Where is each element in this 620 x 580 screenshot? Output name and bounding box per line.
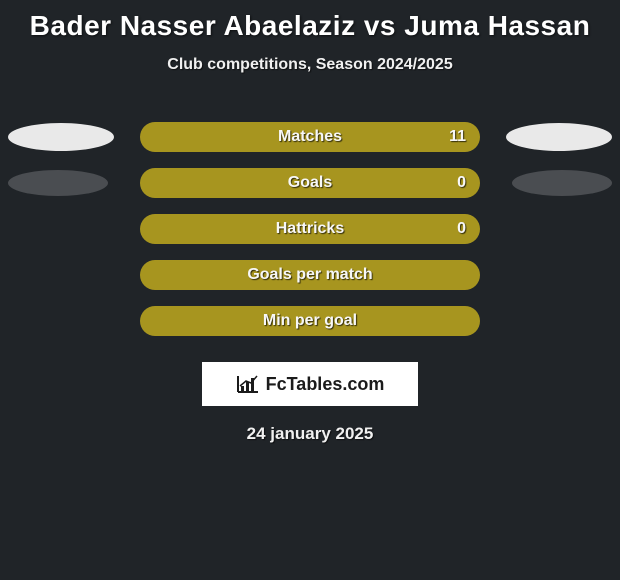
side-ellipse (506, 123, 612, 151)
stat-value: 0 (457, 174, 466, 192)
side-ellipse (8, 123, 114, 151)
stat-label: Matches (278, 128, 342, 146)
bar-chart-icon (236, 374, 260, 394)
stat-row: Hattricks 0 (0, 206, 620, 252)
stat-bar: Hattricks 0 (140, 214, 480, 244)
stat-rows: Matches 11 Goals 0 Hattricks 0 Goals per match… (0, 114, 620, 344)
stat-bar: Matches 11 (140, 122, 480, 152)
stat-value: 11 (449, 128, 466, 146)
stat-value: 0 (457, 220, 466, 238)
brand-box: FcTables.com (202, 362, 418, 406)
stat-row: Matches 11 (0, 114, 620, 160)
side-ellipse (8, 170, 108, 196)
stat-row: Goals per match (0, 252, 620, 298)
stat-bar: Goals per match (140, 260, 480, 290)
stat-label: Min per goal (263, 312, 357, 330)
stat-row: Goals 0 (0, 160, 620, 206)
stat-bar: Min per goal (140, 306, 480, 336)
stat-label: Goals (288, 174, 332, 192)
side-ellipse (512, 170, 612, 196)
stat-label: Hattricks (276, 220, 344, 238)
stat-row: Min per goal (0, 298, 620, 344)
stat-label: Goals per match (247, 266, 372, 284)
page-title: Bader Nasser Abaelaziz vs Juma Hassan (0, 0, 620, 42)
brand-text: FcTables.com (266, 374, 385, 395)
date-text: 24 january 2025 (0, 424, 620, 444)
stat-bar: Goals 0 (140, 168, 480, 198)
brand-inner: FcTables.com (236, 374, 385, 395)
subtitle: Club competitions, Season 2024/2025 (0, 56, 620, 74)
